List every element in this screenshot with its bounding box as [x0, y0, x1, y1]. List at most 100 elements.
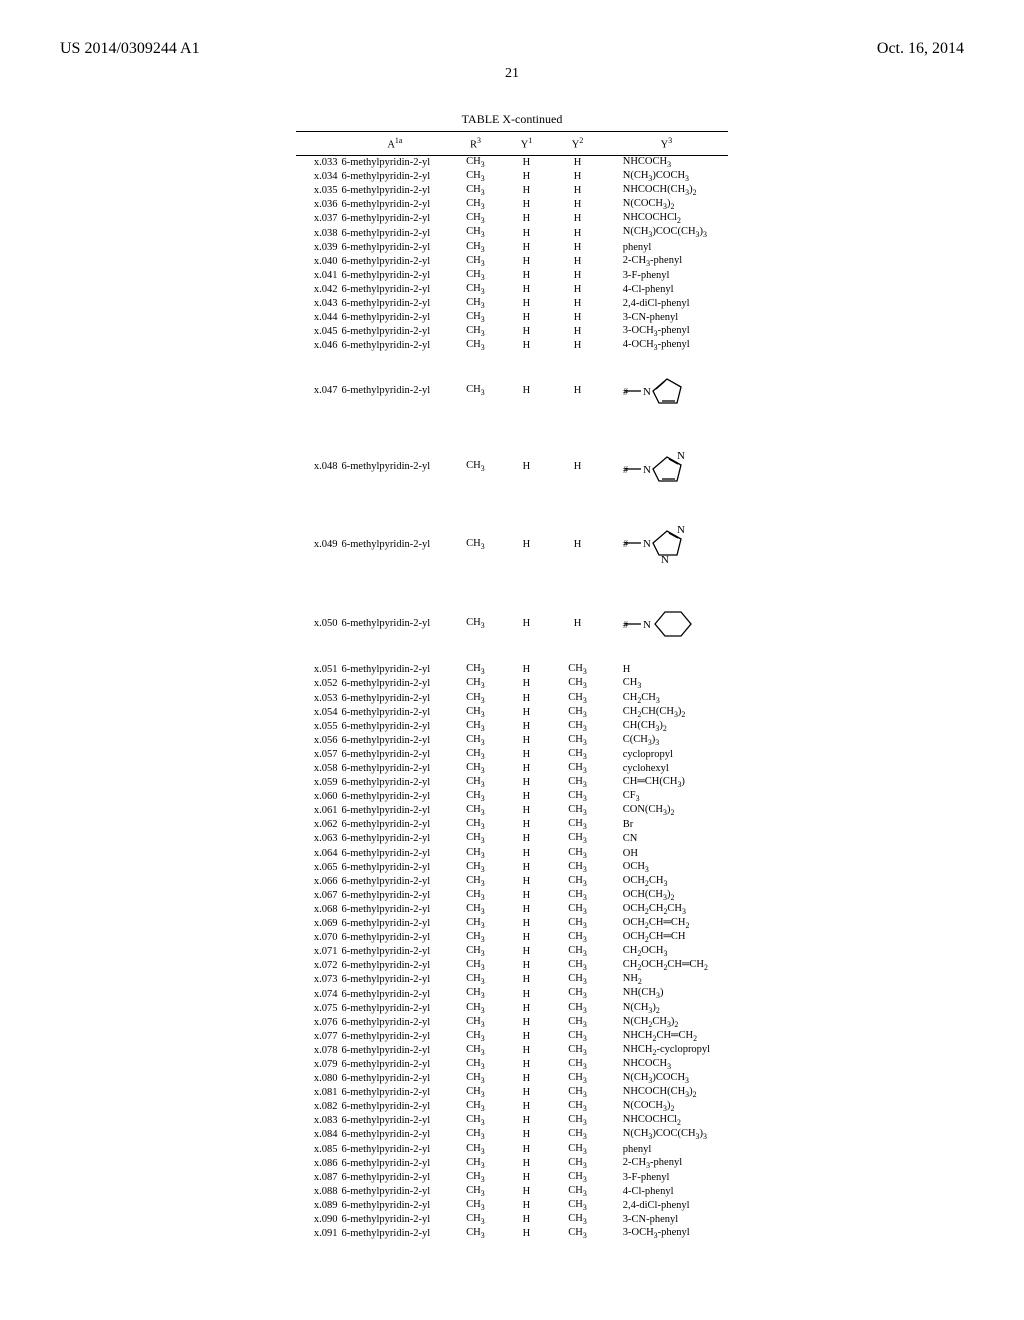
cell-a1a: 6-methylpyridin-2-yl [342, 917, 449, 931]
cell-idx: x.043 [296, 296, 342, 310]
table-row: x.0646-methylpyridin-2-ylCH3HCH3OH [296, 846, 728, 860]
cell-y3: 3-CN-phenyl [605, 311, 728, 325]
cell-y2: H [550, 184, 605, 198]
cell-y1: H [503, 282, 551, 296]
table-row: x.0766-methylpyridin-2-ylCH3HCH3N(CH2CH3… [296, 1015, 728, 1029]
table-row: x.0456-methylpyridin-2-ylCH3HH3-OCH3-phe… [296, 325, 728, 339]
cell-y1: H [503, 184, 551, 198]
cell-r3: CH3 [448, 874, 503, 888]
table-row: x.0896-methylpyridin-2-ylCH3HCH32,4-diCl… [296, 1198, 728, 1212]
cell-idx: x.070 [296, 931, 342, 945]
cell-y2: CH3 [550, 888, 605, 902]
cell-y3: 4-OCH3-phenyl [605, 339, 728, 353]
cell-a1a: 6-methylpyridin-2-yl [342, 733, 449, 747]
cell-idx: x.079 [296, 1057, 342, 1071]
cell-idx: x.033 [296, 155, 342, 170]
cell-r3: CH3 [448, 505, 503, 584]
cell-y2: CH3 [550, 1128, 605, 1142]
cell-y2: CH3 [550, 1001, 605, 1015]
cell-y1: H [503, 860, 551, 874]
cell-y2: H [550, 505, 605, 584]
cell-y1: H [503, 818, 551, 832]
cell-a1a: 6-methylpyridin-2-yl [342, 1072, 449, 1086]
cell-r3: CH3 [448, 846, 503, 860]
cell-a1a: 6-methylpyridin-2-yl [342, 931, 449, 945]
cell-y2: H [550, 212, 605, 226]
cell-r3: CH3 [448, 1086, 503, 1100]
cell-r3: CH3 [448, 931, 503, 945]
cell-y2: CH3 [550, 1015, 605, 1029]
cell-idx: x.086 [296, 1156, 342, 1170]
cell-y3: NHCOCHCl2 [605, 212, 728, 226]
cell-a1a: 6-methylpyridin-2-yl [342, 282, 449, 296]
cell-y2: CH3 [550, 1156, 605, 1170]
svg-text:N: N [677, 524, 685, 536]
table-row: x.0826-methylpyridin-2-ylCH3HCH3N(COCH3)… [296, 1100, 728, 1114]
cell-y3: NH(CH3) [605, 987, 728, 1001]
cell-r3: CH3 [448, 733, 503, 747]
cell-idx: x.053 [296, 691, 342, 705]
cell-y3: 2-CH3-phenyl [605, 1156, 728, 1170]
cell-y1: H [503, 226, 551, 240]
cell-idx: x.074 [296, 987, 342, 1001]
cell-idx: x.052 [296, 677, 342, 691]
cell-y3: CON(CH3)2 [605, 804, 728, 818]
cell-y3: N(CH3)COC(CH3)3 [605, 226, 728, 240]
cell-idx: x.038 [296, 226, 342, 240]
cell-y3: CH2OCH2CH═CH2 [605, 959, 728, 973]
cell-y2: H [550, 353, 605, 429]
cell-a1a: 6-methylpyridin-2-yl [342, 719, 449, 733]
cell-y3: CF3 [605, 790, 728, 804]
cell-y3: N(COCH3)2 [605, 198, 728, 212]
table-row: x.0576-methylpyridin-2-ylCH3HCH3cyclopro… [296, 747, 728, 761]
cell-y2: CH3 [550, 917, 605, 931]
cell-y1: H [503, 888, 551, 902]
cell-idx: x.050 [296, 584, 342, 663]
cell-a1a: 6-methylpyridin-2-yl [342, 1128, 449, 1142]
cell-y1: H [503, 1043, 551, 1057]
cell-y2: H [550, 226, 605, 240]
cell-idx: x.067 [296, 888, 342, 902]
cell-idx: x.040 [296, 254, 342, 268]
cell-idx: x.055 [296, 719, 342, 733]
cell-r3: CH3 [448, 240, 503, 254]
cell-y2: CH3 [550, 691, 605, 705]
cell-a1a: 6-methylpyridin-2-yl [342, 1227, 449, 1241]
svg-text:N: N [677, 450, 685, 462]
cell-r3: CH3 [448, 888, 503, 902]
table-row: x.0916-methylpyridin-2-ylCH3HCH33-OCH3-p… [296, 1227, 728, 1241]
cell-r3: CH3 [448, 987, 503, 1001]
table-row: x.0776-methylpyridin-2-ylCH3HCH3NHCH2CH═… [296, 1029, 728, 1043]
cell-idx: x.060 [296, 790, 342, 804]
table-row: x.0486-methylpyridin-2-ylCH3HH # N N [296, 429, 728, 505]
cell-r3: CH3 [448, 719, 503, 733]
table-row: x.0726-methylpyridin-2-ylCH3HCH3CH2OCH2C… [296, 959, 728, 973]
chemical-structure-icon: # N N N [623, 519, 695, 570]
cell-a1a: 6-methylpyridin-2-yl [342, 226, 449, 240]
cell-a1a: 6-methylpyridin-2-yl [342, 268, 449, 282]
table-row: x.0706-methylpyridin-2-ylCH3HCH3OCH2CH═C… [296, 931, 728, 945]
cell-r3: CH3 [448, 282, 503, 296]
cell-a1a: 6-methylpyridin-2-yl [342, 790, 449, 804]
cell-y1: H [503, 705, 551, 719]
cell-a1a: 6-methylpyridin-2-yl [342, 155, 449, 170]
cell-r3: CH3 [448, 1100, 503, 1114]
cell-y3: 3-OCH3-phenyl [605, 325, 728, 339]
cell-y1: H [503, 155, 551, 170]
chemical-structure-icon: # N [623, 598, 701, 649]
cell-y3: 2,4-diCl-phenyl [605, 296, 728, 310]
col-y2: Y2 [550, 132, 605, 156]
cell-r3: CH3 [448, 705, 503, 719]
col-y1: Y1 [503, 132, 551, 156]
table-row: x.0676-methylpyridin-2-ylCH3HCH3OCH(CH3)… [296, 888, 728, 902]
cell-r3: CH3 [448, 311, 503, 325]
cell-y1: H [503, 1170, 551, 1184]
cell-a1a: 6-methylpyridin-2-yl [342, 1142, 449, 1156]
table-row: x.0846-methylpyridin-2-ylCH3HCH3N(CH3)CO… [296, 1128, 728, 1142]
cell-a1a: 6-methylpyridin-2-yl [342, 170, 449, 184]
cell-y3: NHCOCH(CH3)2 [605, 184, 728, 198]
svg-text:#: # [623, 539, 628, 550]
cell-y1: H [503, 733, 551, 747]
cell-y2: H [550, 282, 605, 296]
cell-r3: CH3 [448, 832, 503, 846]
